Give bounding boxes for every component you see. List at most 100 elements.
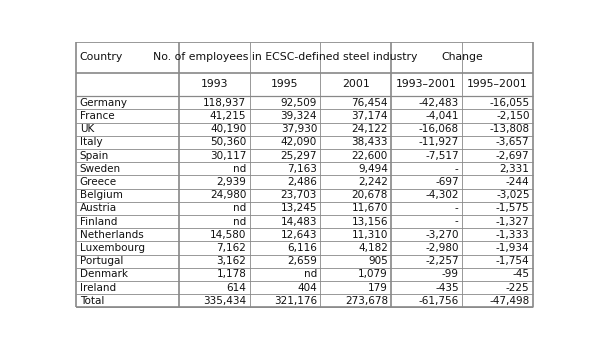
Text: 76,454: 76,454	[352, 98, 388, 108]
Text: 2,939: 2,939	[216, 177, 246, 187]
Text: 37,174: 37,174	[352, 111, 388, 121]
Text: Belgium: Belgium	[79, 190, 123, 200]
Text: 30,117: 30,117	[210, 151, 246, 161]
Text: 273,678: 273,678	[345, 296, 388, 306]
Text: Ireland: Ireland	[79, 283, 116, 293]
Text: 42,090: 42,090	[281, 137, 317, 147]
Text: 24,980: 24,980	[210, 190, 246, 200]
Text: -1,327: -1,327	[496, 217, 530, 227]
Text: 38,433: 38,433	[352, 137, 388, 147]
Text: -11,927: -11,927	[419, 137, 459, 147]
Text: nd: nd	[233, 217, 246, 227]
Text: 50,360: 50,360	[210, 137, 246, 147]
Text: -42,483: -42,483	[419, 98, 459, 108]
Text: 13,245: 13,245	[280, 203, 317, 213]
Text: 614: 614	[227, 283, 246, 293]
Text: 14,483: 14,483	[280, 217, 317, 227]
Text: -1,333: -1,333	[496, 230, 530, 240]
Text: 1995–2001: 1995–2001	[467, 80, 528, 89]
Text: 39,324: 39,324	[280, 111, 317, 121]
Text: -4,041: -4,041	[425, 111, 459, 121]
Text: Germany: Germany	[79, 98, 127, 108]
Text: Portugal: Portugal	[79, 256, 123, 266]
Text: -1,575: -1,575	[496, 203, 530, 213]
Text: 7,162: 7,162	[216, 243, 246, 253]
Text: 321,176: 321,176	[274, 296, 317, 306]
Text: -697: -697	[435, 177, 459, 187]
Text: -: -	[455, 164, 459, 174]
Text: 2,242: 2,242	[358, 177, 388, 187]
Text: Austria: Austria	[79, 203, 117, 213]
Text: -225: -225	[506, 283, 530, 293]
Text: Greece: Greece	[79, 177, 117, 187]
Text: Finland: Finland	[79, 217, 117, 227]
Text: 905: 905	[368, 256, 388, 266]
Text: 1995: 1995	[271, 80, 299, 89]
Text: Total: Total	[79, 296, 104, 306]
Text: Denmark: Denmark	[79, 270, 127, 280]
Text: 1,178: 1,178	[216, 270, 246, 280]
Text: 404: 404	[297, 283, 317, 293]
Text: -3,657: -3,657	[496, 137, 530, 147]
Text: -3,270: -3,270	[425, 230, 459, 240]
Text: 37,930: 37,930	[280, 124, 317, 134]
Text: 118,937: 118,937	[203, 98, 246, 108]
Text: 12,643: 12,643	[280, 230, 317, 240]
Text: -1,934: -1,934	[496, 243, 530, 253]
Text: -435: -435	[435, 283, 459, 293]
Text: -: -	[455, 203, 459, 213]
Text: 1993: 1993	[200, 80, 228, 89]
Text: 23,703: 23,703	[280, 190, 317, 200]
Text: 179: 179	[368, 283, 388, 293]
Text: 14,580: 14,580	[210, 230, 246, 240]
Text: 7,163: 7,163	[287, 164, 317, 174]
Text: Italy: Italy	[79, 137, 102, 147]
Text: UK: UK	[79, 124, 94, 134]
Text: 1993–2001: 1993–2001	[396, 80, 457, 89]
Text: Luxembourg: Luxembourg	[79, 243, 145, 253]
Text: -16,068: -16,068	[419, 124, 459, 134]
Text: 2001: 2001	[342, 80, 369, 89]
Text: -61,756: -61,756	[419, 296, 459, 306]
Text: 11,670: 11,670	[352, 203, 388, 213]
Text: 2,331: 2,331	[500, 164, 530, 174]
Text: 13,156: 13,156	[352, 217, 388, 227]
Text: 25,297: 25,297	[280, 151, 317, 161]
Text: No. of employees in ECSC-defined steel industry: No. of employees in ECSC-defined steel i…	[153, 52, 417, 62]
Text: 2,659: 2,659	[287, 256, 317, 266]
Text: 4,182: 4,182	[358, 243, 388, 253]
Text: -2,257: -2,257	[425, 256, 459, 266]
Text: France: France	[79, 111, 114, 121]
Text: nd: nd	[233, 203, 246, 213]
Text: nd: nd	[304, 270, 317, 280]
Text: 3,162: 3,162	[216, 256, 246, 266]
Text: -1,754: -1,754	[496, 256, 530, 266]
Text: -16,055: -16,055	[489, 98, 530, 108]
Text: -3,025: -3,025	[496, 190, 530, 200]
Text: 6,116: 6,116	[287, 243, 317, 253]
Text: -2,980: -2,980	[425, 243, 459, 253]
Text: Spain: Spain	[79, 151, 109, 161]
Text: nd: nd	[233, 164, 246, 174]
Text: -244: -244	[506, 177, 530, 187]
Text: 2,486: 2,486	[287, 177, 317, 187]
Text: -4,302: -4,302	[425, 190, 459, 200]
Text: 20,678: 20,678	[352, 190, 388, 200]
Text: 24,122: 24,122	[352, 124, 388, 134]
Text: 41,215: 41,215	[210, 111, 246, 121]
Text: -: -	[455, 217, 459, 227]
Text: -13,808: -13,808	[489, 124, 530, 134]
Text: -45: -45	[512, 270, 530, 280]
Text: 92,509: 92,509	[280, 98, 317, 108]
Text: Netherlands: Netherlands	[79, 230, 144, 240]
Text: Change: Change	[441, 52, 483, 62]
Text: -99: -99	[442, 270, 459, 280]
Text: 11,310: 11,310	[352, 230, 388, 240]
Text: -2,150: -2,150	[496, 111, 530, 121]
Text: 40,190: 40,190	[210, 124, 246, 134]
Text: 9,494: 9,494	[358, 164, 388, 174]
Text: 1,079: 1,079	[358, 270, 388, 280]
Text: -7,517: -7,517	[425, 151, 459, 161]
Text: Country: Country	[79, 52, 123, 62]
Text: 335,434: 335,434	[203, 296, 246, 306]
